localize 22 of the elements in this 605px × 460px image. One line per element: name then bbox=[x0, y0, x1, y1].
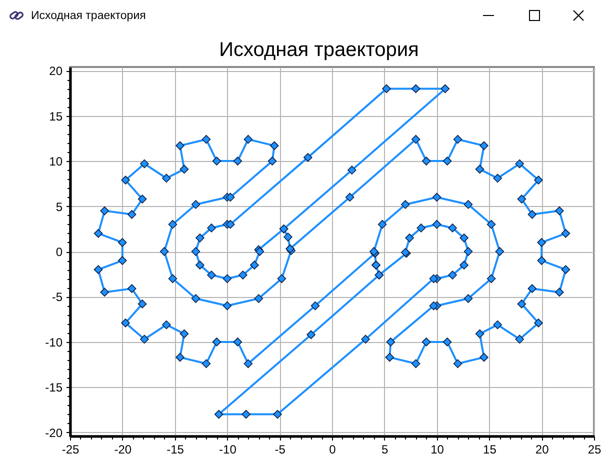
y-tick-label: -5 bbox=[52, 290, 63, 304]
x-tick-label: -5 bbox=[274, 442, 286, 456]
x-tick-label: 0 bbox=[329, 442, 336, 456]
y-tick-label: -20 bbox=[45, 426, 63, 440]
x-tick-label: 5 bbox=[382, 442, 389, 456]
y-tick-label: 0 bbox=[56, 245, 63, 259]
y-tick-label: -15 bbox=[45, 380, 63, 395]
y-tick-label: 10 bbox=[49, 154, 63, 169]
x-tick-label: -25 bbox=[62, 442, 80, 456]
chart-title: Исходная траектория bbox=[219, 39, 419, 62]
x-tick-label: 10 bbox=[430, 442, 444, 456]
y-tick-label: 20 bbox=[49, 64, 63, 78]
x-tick-label: -10 bbox=[219, 442, 237, 456]
x-tick-label: 25 bbox=[588, 442, 602, 456]
x-tick-label: -20 bbox=[114, 442, 132, 456]
y-tick-label: -10 bbox=[45, 335, 63, 350]
x-tick-label: -15 bbox=[166, 442, 184, 456]
window-title: Исходная траектория bbox=[31, 9, 146, 23]
y-tick-label: 15 bbox=[49, 109, 63, 124]
x-tick-label: 20 bbox=[535, 442, 550, 456]
x-tick-label: 15 bbox=[483, 442, 497, 456]
y-tick-label: 5 bbox=[56, 200, 63, 214]
